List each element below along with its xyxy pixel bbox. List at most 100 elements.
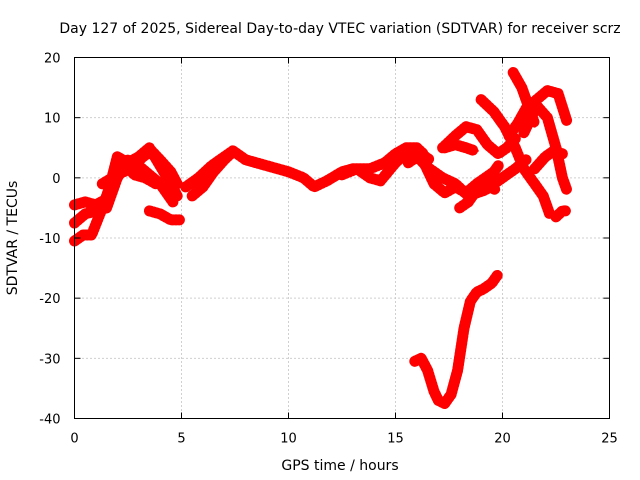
- data-point: [438, 173, 447, 182]
- data-point: [483, 140, 492, 149]
- y-tick-label: 20: [44, 52, 61, 67]
- series-track-20: [409, 268, 504, 409]
- data-point: [173, 179, 182, 188]
- data-point: [451, 131, 460, 140]
- data-point: [338, 170, 346, 179]
- data-point: [145, 206, 154, 215]
- data-point: [220, 155, 229, 164]
- series-markers: [529, 145, 568, 175]
- data-point: [504, 131, 513, 140]
- series-track-19: [550, 205, 573, 223]
- data-point: [166, 215, 175, 224]
- y-tick-label: 10: [44, 112, 61, 127]
- data-point: [410, 357, 419, 366]
- data-point: [487, 279, 496, 288]
- series-markers: [439, 139, 481, 157]
- data-point: [440, 399, 449, 408]
- data-point: [451, 140, 460, 149]
- data-point: [299, 173, 308, 182]
- data-point: [558, 173, 567, 182]
- series-markers: [437, 121, 521, 160]
- data-point: [156, 179, 165, 188]
- data-point: [511, 143, 520, 152]
- data-point: [470, 146, 479, 155]
- data-point: [494, 161, 503, 170]
- x-tick-label: 15: [387, 432, 404, 447]
- data-point: [81, 209, 90, 218]
- data-point: [532, 101, 541, 110]
- data-point: [209, 167, 218, 176]
- data-point: [530, 179, 539, 188]
- data-point: [423, 366, 432, 375]
- data-point: [485, 182, 494, 191]
- series-markers: [475, 94, 556, 220]
- series-track-12: [439, 139, 481, 157]
- data-point: [489, 107, 498, 116]
- series-track-16: [518, 100, 573, 196]
- data-point: [459, 324, 468, 333]
- data-point: [466, 297, 475, 306]
- data-point: [549, 146, 558, 155]
- series-markers: [143, 205, 185, 226]
- data-point: [464, 197, 473, 206]
- data-point: [81, 197, 90, 206]
- data-point: [156, 209, 165, 218]
- series-track-18: [454, 178, 502, 214]
- data-point: [226, 149, 235, 158]
- data-point: [509, 68, 518, 77]
- series-track-5: [143, 205, 185, 226]
- data-point: [102, 203, 111, 212]
- x-tick-label: 20: [494, 432, 511, 447]
- data-point: [479, 285, 488, 294]
- series-track-17: [529, 145, 568, 175]
- data-point: [451, 179, 460, 188]
- series-markers: [409, 268, 504, 409]
- series-track-13: [475, 94, 556, 220]
- data-point: [440, 188, 449, 197]
- data-point: [440, 143, 449, 152]
- data-point: [453, 366, 462, 375]
- data-point: [126, 164, 135, 173]
- data-point: [562, 206, 571, 215]
- data-point: [113, 170, 122, 179]
- data-point: [462, 143, 471, 152]
- data-point: [562, 116, 571, 125]
- data-point: [241, 155, 250, 164]
- series-markers: [96, 145, 183, 190]
- x-tick-label: 0: [70, 432, 78, 447]
- axis-ticks: 0 5 10 15 20 25 -40 -30 -20 -10 0 10 20: [39, 52, 618, 447]
- data-point: [517, 83, 526, 92]
- data-point: [323, 176, 332, 185]
- series-track-14: [503, 85, 573, 142]
- y-tick-label: -40: [39, 413, 60, 428]
- data-point: [552, 212, 560, 221]
- data-point: [79, 230, 88, 239]
- series-markers: [402, 151, 532, 202]
- data-point: [434, 396, 443, 405]
- y-tick-label: -10: [39, 232, 60, 247]
- data-point: [500, 122, 509, 131]
- data-point: [404, 146, 413, 155]
- data-point: [145, 170, 154, 179]
- data-point: [462, 122, 471, 131]
- y-tick-label: -20: [39, 292, 60, 307]
- data-point: [472, 125, 481, 134]
- data-point: [404, 158, 413, 167]
- data-point: [168, 197, 177, 206]
- data-point: [194, 173, 203, 182]
- x-axis-label: GPS time / hours: [281, 458, 398, 474]
- data-point: [539, 191, 548, 200]
- data-point: [412, 152, 421, 161]
- data-point: [156, 155, 165, 164]
- data-point: [380, 158, 389, 167]
- data-point: [489, 167, 498, 176]
- x-tick-label: 25: [601, 432, 618, 447]
- data-point: [124, 155, 132, 164]
- plot-area: [69, 67, 573, 409]
- data-point: [425, 164, 434, 173]
- data-point: [138, 152, 147, 161]
- data-point: [365, 173, 374, 182]
- data-point: [530, 164, 539, 173]
- data-point: [310, 182, 319, 191]
